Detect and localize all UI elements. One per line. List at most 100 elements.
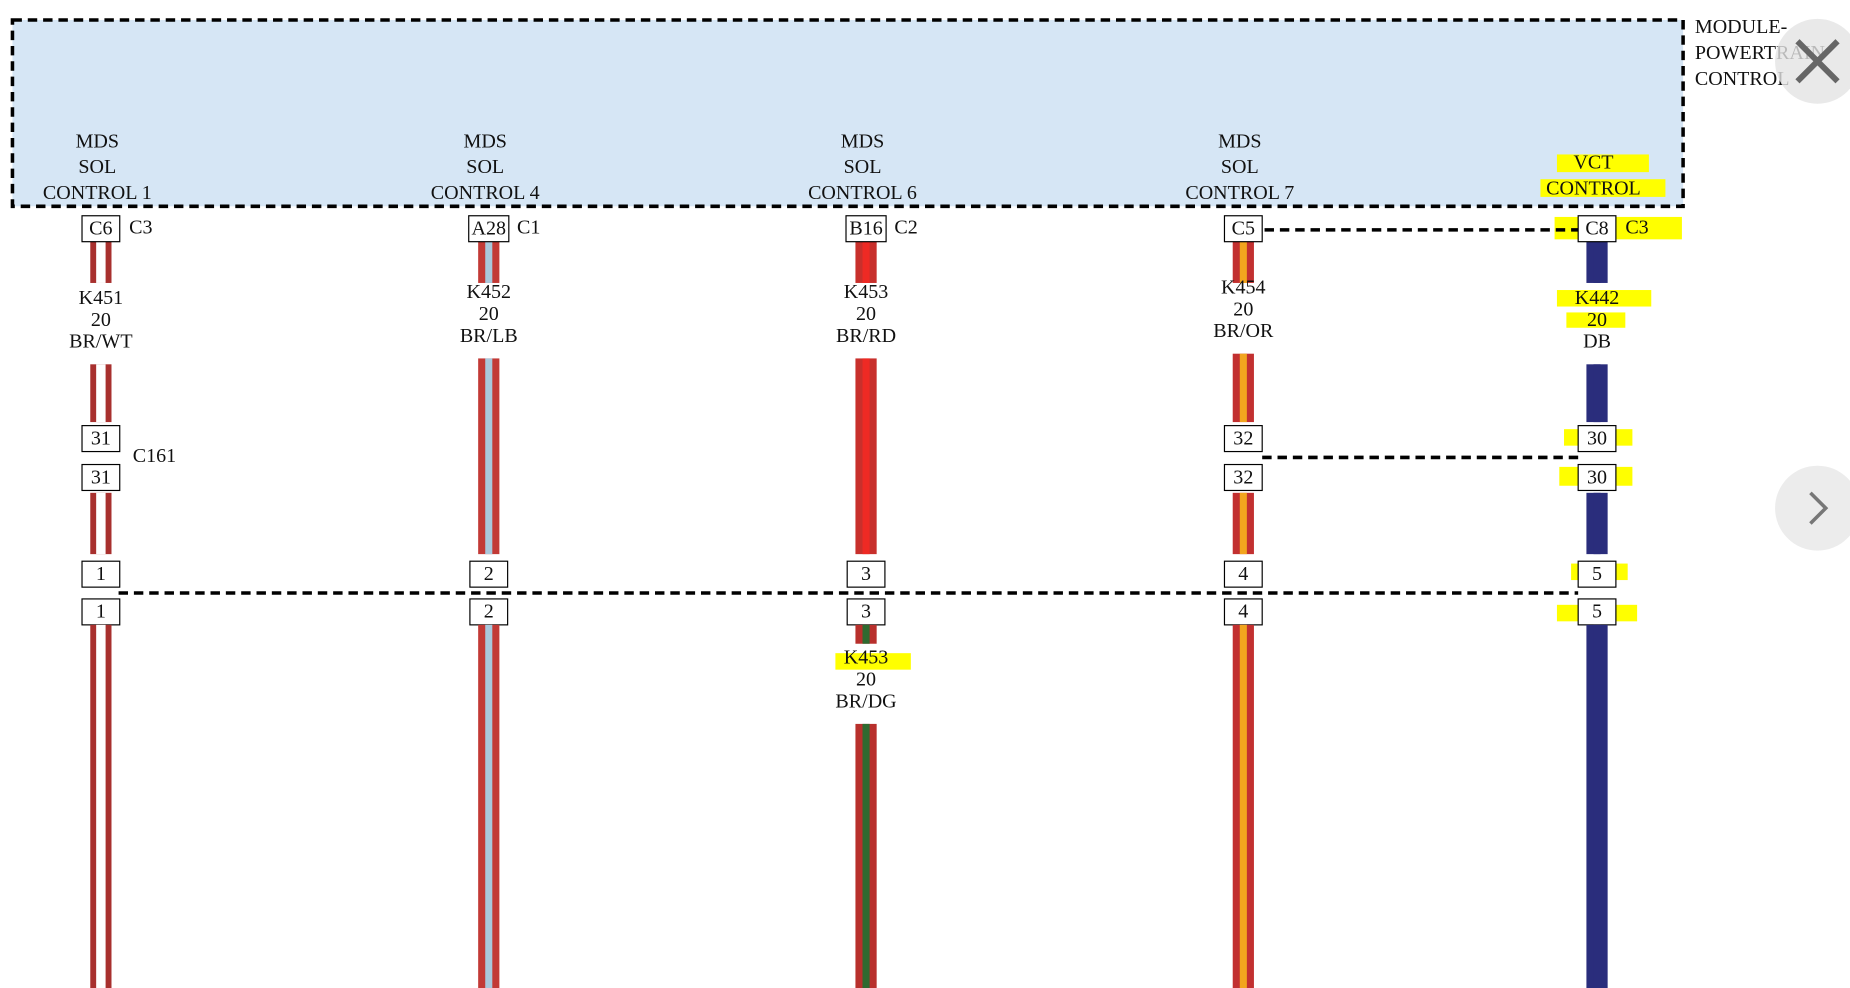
function-label: MDS <box>841 130 884 152</box>
connector-label: C1 <box>517 216 540 238</box>
pin-box <box>846 598 886 626</box>
wire-stripe <box>1239 241 1247 283</box>
inline-connector-label: C161 <box>133 445 176 467</box>
pin-label: 32 <box>1233 427 1253 449</box>
function-label: CONTROL <box>1546 177 1641 199</box>
function-label: MDS <box>464 130 507 152</box>
dashed-links <box>118 228 1579 595</box>
wire-label: 20 <box>1587 309 1607 331</box>
pin-label: 1 <box>96 563 106 585</box>
pin-box <box>469 560 509 588</box>
wire-stripe <box>485 241 493 283</box>
wire-label: BR/OR <box>1213 320 1274 342</box>
pin-label: 3 <box>861 563 871 585</box>
wire-label: K454 <box>1221 276 1266 298</box>
wire-label: K452 <box>467 281 512 303</box>
pin-label: 2 <box>484 563 494 585</box>
wire-stripe <box>862 358 870 555</box>
function-label: MDS <box>76 130 119 152</box>
function-label: VCT <box>1573 151 1613 173</box>
pin-box <box>1223 560 1263 588</box>
wire-label: K453 <box>844 281 889 303</box>
wire-stripe <box>862 723 870 988</box>
wire-stripe <box>1239 353 1247 423</box>
function-label: MDS <box>1218 130 1261 152</box>
wire-stripe <box>96 241 106 283</box>
close-button[interactable] <box>1775 18 1850 104</box>
pin-box <box>81 598 121 626</box>
connector-label: C3 <box>1625 216 1648 238</box>
pin-box <box>1577 425 1617 453</box>
wire-label: 20 <box>479 303 499 325</box>
wire-label: BR/LB <box>460 325 518 347</box>
wire-stripe <box>1593 364 1601 423</box>
pin-label: C6 <box>89 217 112 239</box>
wire-label: 20 <box>91 309 111 331</box>
function-label: SOL <box>1221 156 1259 178</box>
highlight <box>1566 312 1626 328</box>
pin-box <box>1577 463 1617 492</box>
pin-box <box>81 463 121 492</box>
pin-label: 3 <box>861 601 871 623</box>
highlight <box>1540 179 1666 197</box>
wire-stripe <box>862 624 870 644</box>
wire-label: BR/WT <box>69 331 132 353</box>
highlight <box>1556 154 1649 173</box>
wire-stripe <box>1239 492 1247 555</box>
wire-label: DB <box>1583 331 1611 353</box>
pin-label: 4 <box>1238 563 1248 585</box>
pin-label: 30 <box>1587 466 1607 488</box>
highlight <box>835 653 911 670</box>
pin-box <box>1577 215 1617 243</box>
pin-box <box>846 560 886 588</box>
wire-label: 20 <box>856 668 876 690</box>
pin-label: 32 <box>1233 466 1253 488</box>
module-box <box>10 18 1685 209</box>
wire-stripe <box>1593 624 1601 988</box>
pin-box <box>81 560 121 588</box>
pin-label: 5 <box>1592 563 1602 585</box>
pin-label: 30 <box>1587 427 1607 449</box>
pin-label: C8 <box>1585 217 1608 239</box>
pin-label: C5 <box>1232 217 1255 239</box>
pin-box <box>845 215 887 243</box>
highlight <box>1556 290 1652 307</box>
pin-label: 31 <box>91 427 111 449</box>
wire-stripe <box>96 624 106 988</box>
next-button[interactable] <box>1775 465 1850 551</box>
pin-label: 5 <box>1592 601 1602 623</box>
pin-box <box>1223 463 1263 492</box>
pin-label: 4 <box>1238 601 1248 623</box>
pin-label: 2 <box>484 601 494 623</box>
pin-label: 1 <box>96 601 106 623</box>
function-label: SOL <box>844 156 882 178</box>
wire-stripe <box>862 241 870 283</box>
function-label: CONTROL 4 <box>431 182 540 204</box>
pin-box <box>1223 215 1263 243</box>
wire-label: K453 <box>844 647 889 669</box>
wire-label: K442 <box>1575 287 1620 309</box>
wire-stripe <box>485 358 493 555</box>
pin-box <box>1577 560 1617 588</box>
pin-box <box>469 598 509 626</box>
module-label: MODULE- <box>1695 16 1787 38</box>
wire-stripe <box>1593 241 1601 283</box>
wire-label: K451 <box>79 287 124 309</box>
function-label: CONTROL 1 <box>43 182 152 204</box>
wire-stripe <box>96 364 106 423</box>
wire-stripe <box>485 624 493 988</box>
wire-stripe <box>1239 624 1247 988</box>
pin-box <box>1223 598 1263 626</box>
pin-box <box>1223 425 1263 453</box>
pin-label: A28 <box>472 217 507 239</box>
pin-box <box>81 425 121 453</box>
function-label: SOL <box>78 156 116 178</box>
wire-label: 20 <box>856 303 876 325</box>
function-label: CONTROL 7 <box>1185 182 1294 204</box>
pin-box <box>468 215 510 243</box>
function-label: SOL <box>466 156 504 178</box>
wire-label: BR/DG <box>835 690 896 712</box>
connector-label: C3 <box>129 216 152 238</box>
